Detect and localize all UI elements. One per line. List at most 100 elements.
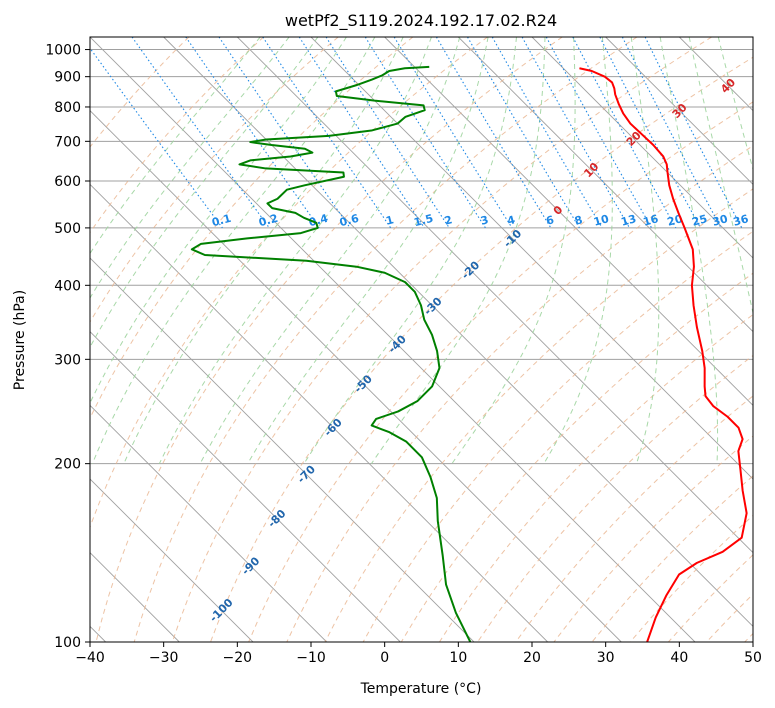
isotherm-line — [90, 37, 696, 642]
x-tick-label: 10 — [449, 650, 467, 666]
moist-adiabat-line — [90, 37, 319, 349]
dry-adiabat-line — [90, 37, 190, 148]
moist-adiabat-line — [543, 37, 613, 464]
moist-adiabat-line — [630, 37, 660, 464]
mixing-ratio-label: 36 — [732, 212, 750, 229]
isotherm-line — [237, 37, 753, 554]
mixing-ratio-label: 13 — [620, 212, 638, 229]
isotherm-line — [90, 257, 475, 642]
y-axis-label: Pressure (hPa) — [12, 290, 28, 390]
dry-adiabat-line — [439, 313, 753, 642]
dry-adiabat-line — [400, 272, 753, 642]
x-tick-label: 30 — [597, 650, 615, 666]
moist-adiabat-line — [247, 37, 489, 464]
y-tick-label: 500 — [54, 221, 81, 237]
mixing-ratio-line — [325, 37, 450, 229]
moist-adiabat-line — [659, 37, 719, 464]
isotherm-line — [90, 404, 327, 642]
y-tick-label: 800 — [54, 100, 81, 116]
mixing-ratio-line — [572, 37, 677, 229]
plot-background — [90, 37, 753, 642]
y-tick-label: 100 — [54, 635, 81, 651]
x-axis-label: Temperature (°C) — [360, 681, 482, 697]
x-tick-label: −40 — [75, 650, 105, 666]
mixing-ratio-line — [131, 37, 270, 229]
mixing-ratio-line — [545, 37, 653, 229]
moist-adiabat-line — [90, 37, 347, 405]
mixing-ratio-lines — [90, 37, 743, 229]
moist-adiabat-line — [688, 37, 753, 316]
mixing-ratio-label: 6 — [545, 213, 556, 228]
mixing-ratio-label: 0.1 — [210, 212, 232, 230]
moist-adiabat-line — [303, 37, 518, 464]
moist-adiabat-line — [199, 37, 461, 464]
mixing-ratio-label: 4 — [506, 213, 517, 228]
dry-adiabat-line — [248, 101, 753, 642]
mixing-ratio-label: 10 — [592, 212, 610, 229]
isotherm-line — [90, 478, 254, 642]
dry-adiabat-line — [210, 56, 753, 642]
mixing-ratio-line — [644, 37, 743, 229]
mixing-ratio-line — [90, 47, 223, 229]
mixing-ratio-line — [521, 37, 630, 229]
moist-adiabat-line — [717, 37, 753, 172]
mixing-ratio-label: 2 — [443, 213, 454, 228]
mixing-ratio-line — [218, 37, 351, 229]
x-tick-label: −10 — [296, 650, 326, 666]
isotherm-line — [752, 37, 753, 38]
x-tick-label: −20 — [223, 650, 253, 666]
mixing-ratio-label: 25 — [691, 212, 709, 229]
isotherm-line — [458, 37, 753, 333]
dry-adiabat-line — [515, 395, 753, 642]
mixing-ratio-line — [262, 37, 392, 229]
y-tick-label: 1000 — [45, 43, 81, 59]
grid-lines — [90, 37, 753, 642]
x-tick-label: 40 — [670, 650, 688, 666]
dry-adiabat-line — [171, 37, 712, 642]
mixing-ratio-label: 3 — [479, 213, 490, 228]
dewpoint-profile-line — [190, 65, 472, 642]
mixing-ratio-label: 16 — [642, 212, 660, 229]
dry-adiabat-line — [90, 37, 339, 323]
mixing-ratio-line — [393, 37, 513, 229]
moist-adiabat-line — [91, 37, 376, 464]
dry-adiabat-line — [90, 37, 414, 420]
mixing-ratio-line — [185, 37, 320, 229]
axes: −40 −30 −20 −10 0 10 20 30 40 5010020030040050060… — [45, 43, 762, 666]
mixing-ratio-label: 8 — [573, 213, 584, 228]
y-tick-label: 700 — [54, 134, 81, 150]
chart-title: wetPf2_S119.2024.192.17.02.R24 — [285, 11, 557, 31]
moist-adiabat-line — [370, 37, 546, 464]
dry-adiabats — [90, 37, 753, 642]
mixing-ratio-label: 0.6 — [338, 212, 361, 230]
sounding-profiles — [190, 65, 748, 642]
mixing-ratio-label: 1.5 — [412, 212, 434, 230]
dry-adiabat-line — [90, 37, 488, 529]
y-tick-label: 400 — [54, 278, 81, 294]
mixing-ratio-label: 1 — [384, 213, 395, 228]
moist-adiabat-line — [451, 37, 576, 464]
isotherm-line — [605, 37, 753, 185]
mixing-ratio-label: 0.4 — [307, 212, 330, 230]
x-tick-label: 0 — [380, 650, 389, 666]
isotherm-line — [90, 331, 401, 642]
isotherm-line — [384, 37, 753, 406]
mixing-ratio-label: 30 — [711, 212, 729, 229]
temperature-profile-line — [579, 67, 748, 642]
mixing-ratio-label: 0.2 — [257, 212, 279, 230]
y-tick-label: 300 — [54, 352, 81, 368]
dry-adiabat-line — [133, 37, 638, 642]
moist-adiabat-line — [90, 37, 290, 299]
moist-adiabat-line — [90, 37, 261, 255]
plot-frame — [89, 36, 754, 643]
isotherm-line — [163, 37, 753, 627]
x-tick-label: −30 — [149, 650, 179, 666]
isotherm-line — [90, 110, 622, 642]
y-tick-label: 900 — [54, 70, 81, 86]
isotherm-line — [531, 37, 753, 259]
dry-adiabat-line — [90, 37, 264, 234]
y-tick-label: 600 — [54, 174, 81, 190]
dry-adiabat-line — [286, 145, 753, 642]
y-tick-label: 200 — [54, 457, 81, 473]
